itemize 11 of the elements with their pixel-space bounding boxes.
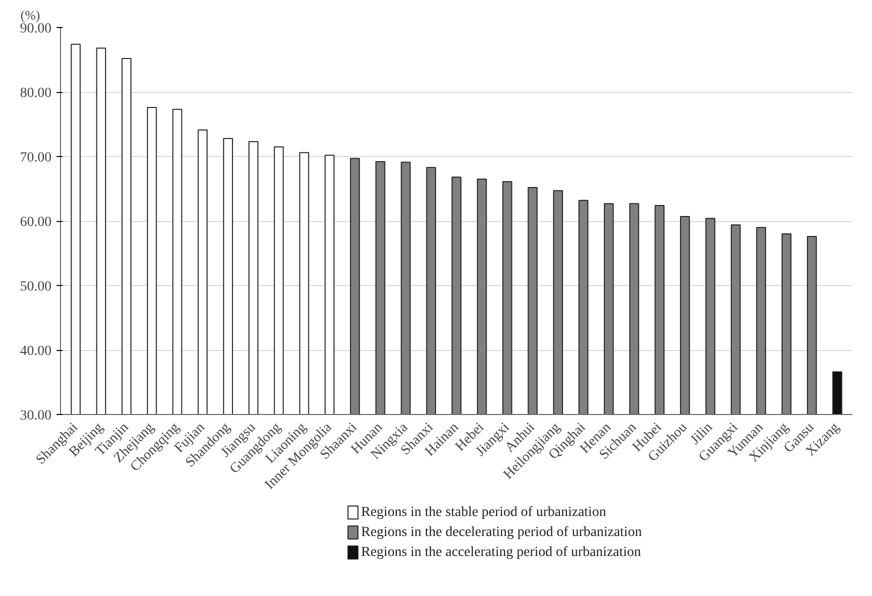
y-axis-title: (%) xyxy=(20,8,40,22)
y-tick-label: 30.00 xyxy=(20,408,52,424)
y-tick-label: 60.00 xyxy=(20,215,52,230)
y-tick-label: 40.00 xyxy=(20,344,52,359)
y-tick-label: 90.00 xyxy=(20,22,52,36)
y-tick-label: 80.00 xyxy=(20,86,52,101)
legend-label: Regions in the decelerating period of urbanization xyxy=(361,525,642,540)
legend-label: Regions in the stable period of urbanization xyxy=(361,505,606,520)
legend-label: Regions in the accelerating period of urbanization xyxy=(361,545,642,560)
y-tick-label: 70.00 xyxy=(20,150,52,166)
y-tick-label: 50.00 xyxy=(20,280,52,294)
